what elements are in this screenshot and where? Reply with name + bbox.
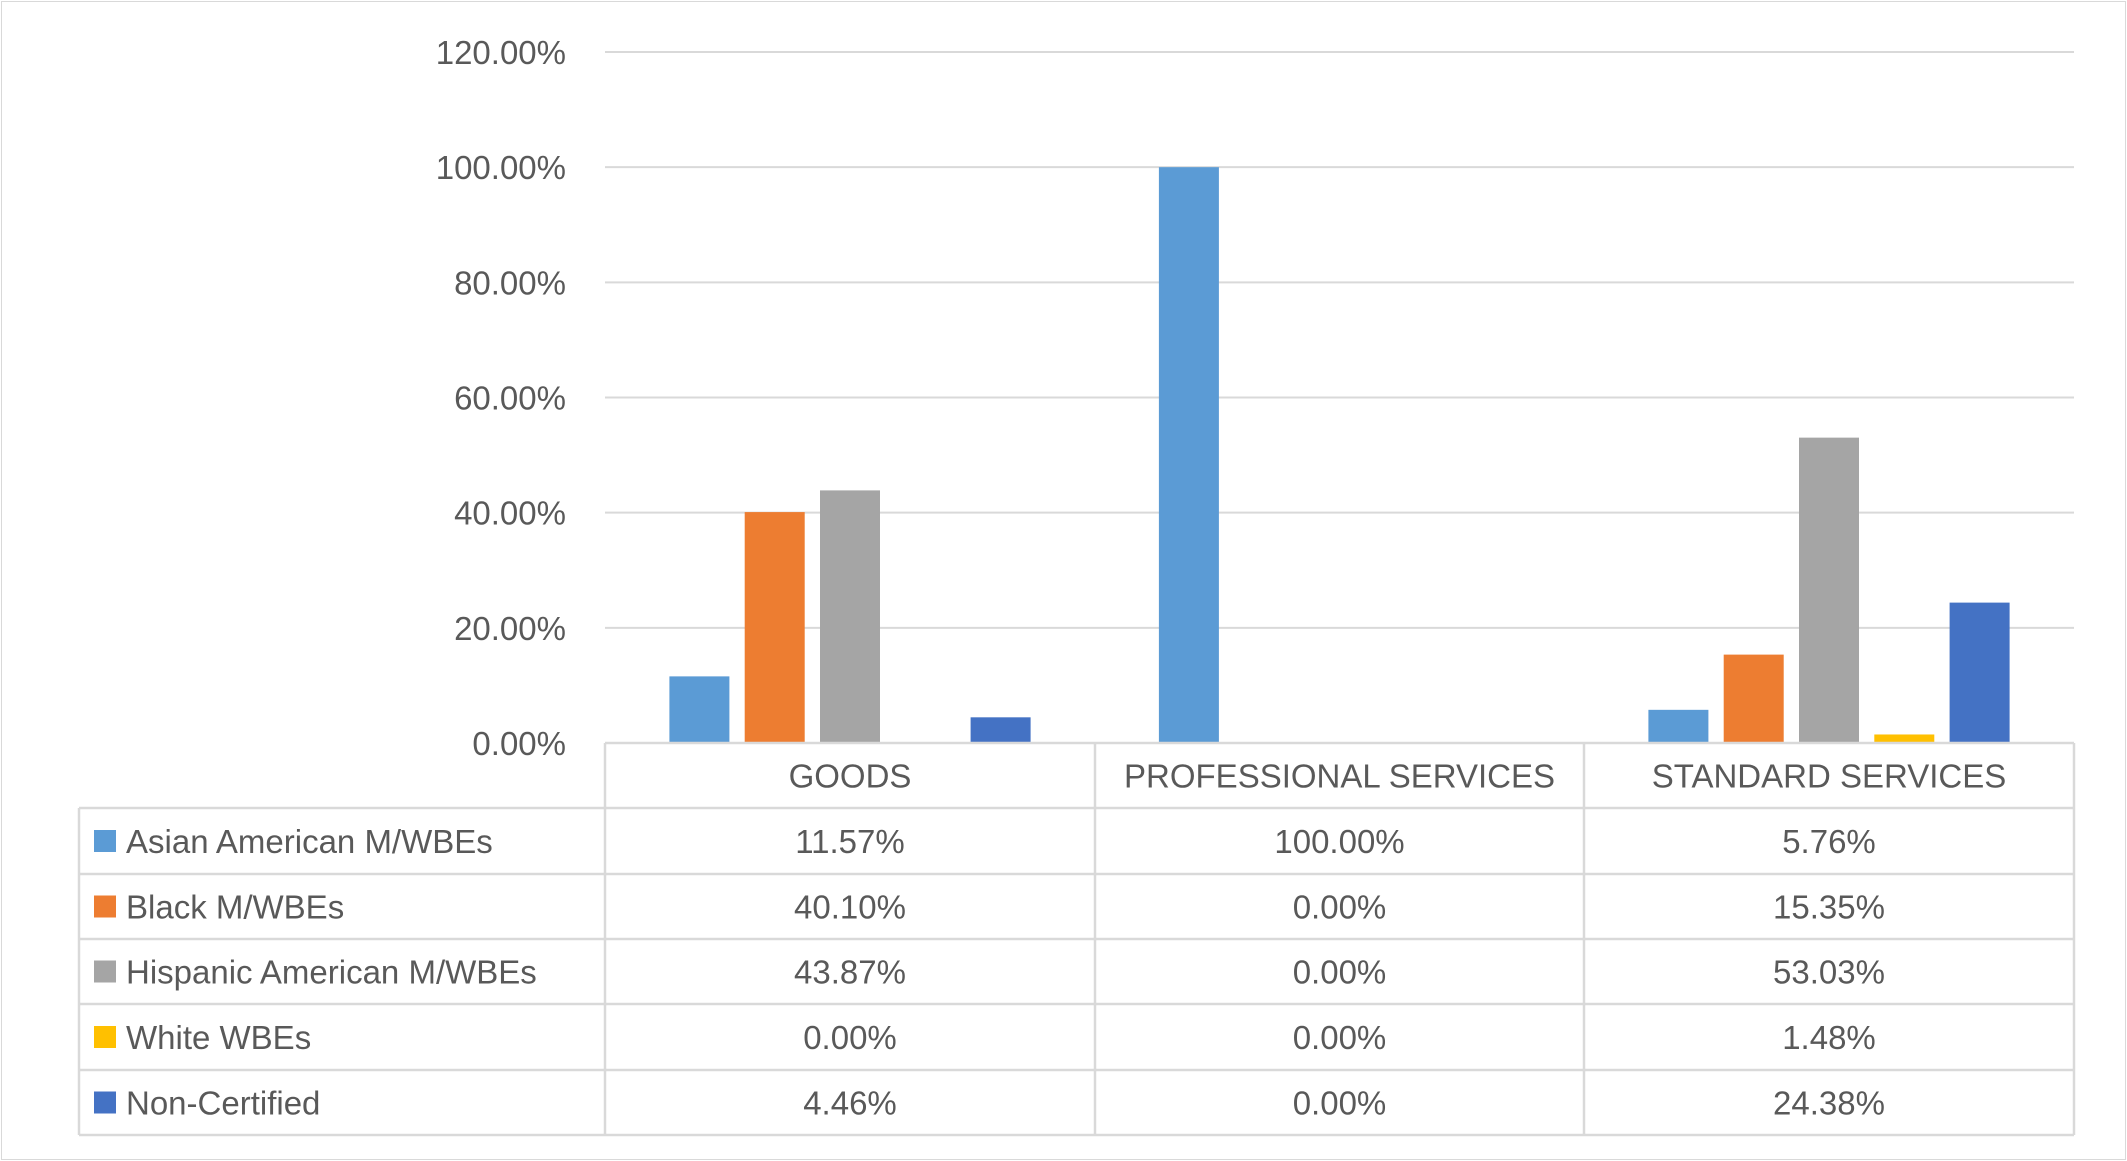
- bar-white-wbes: [1874, 734, 1935, 743]
- legend-key-3: [94, 1026, 116, 1048]
- x-category-label: GOODS: [789, 758, 912, 795]
- bar-non-certified: [1949, 602, 2010, 743]
- legend-label: White WBEs: [126, 1019, 311, 1056]
- bar-non-certified: [970, 717, 1031, 743]
- data-table-value: 0.00%: [1293, 1085, 1387, 1122]
- bar-hispanic-american-m-wbes: [820, 490, 880, 743]
- y-tick-label: 80.00%: [454, 264, 566, 301]
- legend-key-4: [94, 1091, 116, 1114]
- y-tick-label: 0.00%: [472, 725, 566, 762]
- legend-label: Non-Certified: [126, 1085, 320, 1122]
- bar-black-m-wbes: [1723, 654, 1784, 743]
- y-tick-label: 120.00%: [436, 34, 566, 71]
- data-table-value: 53.03%: [1773, 954, 1885, 991]
- data-table-value: 11.57%: [795, 823, 904, 860]
- legend-key-1: [94, 895, 116, 918]
- legend-label: Black M/WBEs: [126, 889, 344, 926]
- bar-asian-american-m-wbes: [1648, 709, 1709, 743]
- y-tick-label: 20.00%: [454, 610, 566, 647]
- legend-label: Hispanic American M/WBEs: [126, 954, 537, 991]
- y-tick-label: 40.00%: [454, 495, 566, 532]
- data-table-value: 0.00%: [1293, 954, 1387, 991]
- data-table-value: 4.46%: [803, 1085, 897, 1122]
- y-tick-label: 100.00%: [436, 149, 566, 186]
- legend-key-2: [94, 960, 116, 983]
- legend-label: Asian American M/WBEs: [126, 823, 493, 860]
- bar-asian-american-m-wbes: [669, 676, 730, 743]
- y-tick-label: 60.00%: [454, 380, 566, 417]
- bar-black-m-wbes: [744, 512, 805, 743]
- data-table-value: 0.00%: [1293, 1019, 1387, 1056]
- data-table-value: 0.00%: [803, 1019, 897, 1056]
- x-category-label: PROFESSIONAL SERVICES: [1124, 758, 1555, 795]
- legend-key-0: [94, 830, 116, 852]
- data-table-value: 15.35%: [1773, 889, 1885, 926]
- data-table-value: 5.76%: [1782, 823, 1876, 860]
- bar-hispanic-american-m-wbes: [1799, 437, 1859, 743]
- data-table-value: 40.10%: [794, 889, 906, 926]
- data-table-value: 24.38%: [1773, 1085, 1885, 1122]
- bar-asian-american-m-wbes: [1158, 167, 1219, 743]
- x-category-label: STANDARD SERVICES: [1652, 758, 2007, 795]
- data-table-value: 1.48%: [1782, 1019, 1876, 1056]
- data-table-value: 100.00%: [1274, 823, 1404, 860]
- data-table-value: 43.87%: [794, 954, 906, 991]
- data-table-value: 0.00%: [1293, 889, 1387, 926]
